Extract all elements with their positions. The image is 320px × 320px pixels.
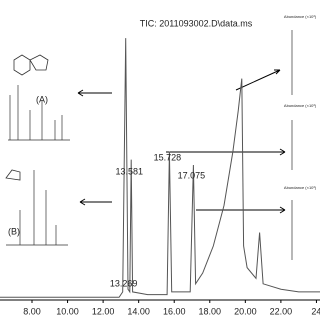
spectrum-a — [8, 85, 70, 141]
x-tick-label: 16.00 — [163, 306, 186, 316]
inset-axis-label: Abundance (×10³) — [284, 14, 317, 19]
x-tick-label: 24 — [311, 306, 320, 316]
peak-label: 15.728 — [154, 152, 182, 162]
arrow — [79, 198, 112, 206]
structure-a — [13, 54, 49, 76]
peak-label: 17.075 — [178, 170, 206, 180]
peak-label: 13.269 — [110, 278, 138, 288]
x-tick-label: 8.00 — [23, 306, 41, 316]
x-tick-label: 18.00 — [199, 306, 222, 316]
trace — [0, 38, 320, 298]
x-tick-label: 12.00 — [92, 306, 115, 316]
arrow — [77, 89, 112, 97]
inset-a-label: (A) — [36, 94, 48, 104]
chart-title: TIC: 2011093002.D\data.ms — [140, 18, 253, 28]
spectrum-b — [6, 170, 68, 246]
peak-label: 13.581 — [115, 166, 143, 176]
structure-b — [5, 169, 21, 181]
x-tick-label: 20.00 — [234, 306, 257, 316]
inset-axis-label: Abundance (×10³) — [284, 103, 317, 108]
x-tick-label: 22.00 — [270, 306, 293, 316]
x-tick-label: 10.00 — [56, 306, 79, 316]
inset-axis-label: Abundance (×10³) — [284, 185, 317, 190]
inset-b-label: (B) — [8, 226, 20, 236]
x-tick-label: 14.00 — [127, 306, 150, 316]
arrow — [166, 69, 286, 214]
